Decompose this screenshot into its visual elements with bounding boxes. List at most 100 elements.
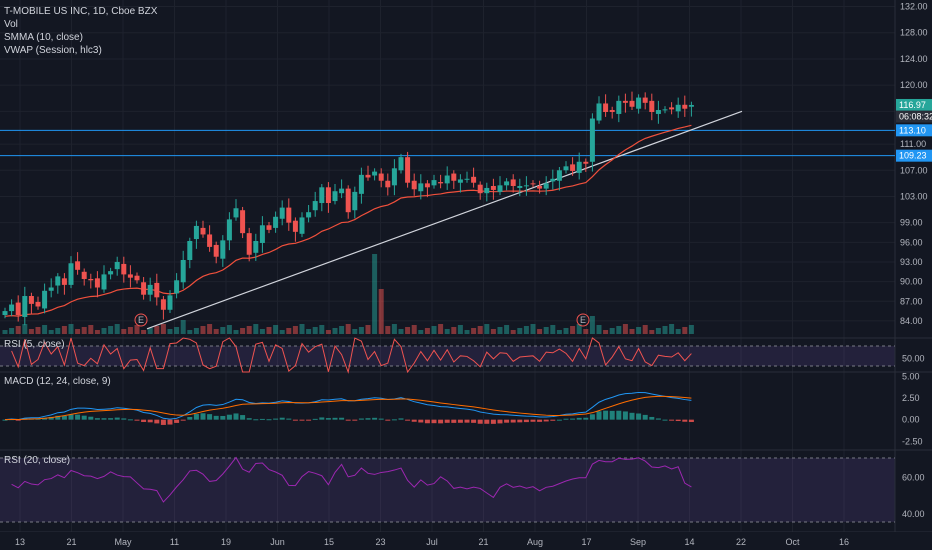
macd-histogram-bar <box>497 419 503 424</box>
macd-histogram-bar <box>616 410 622 420</box>
earnings-event-circle <box>576 313 590 327</box>
candle <box>424 180 430 198</box>
candle <box>464 171 470 183</box>
earnings-event-label: E <box>580 315 586 325</box>
volume-bar <box>292 326 298 334</box>
candle-body <box>424 183 430 188</box>
candle <box>385 173 391 196</box>
candle <box>141 277 147 300</box>
time-tick-label: Oct <box>785 537 800 547</box>
candle-body <box>510 179 516 186</box>
volume-bar <box>444 329 450 334</box>
earnings-event-circle <box>134 313 148 327</box>
price-tick-label: 128.00 <box>900 28 928 38</box>
volume-bar <box>61 326 67 334</box>
volume-bar <box>424 328 430 334</box>
candle-body <box>81 271 87 279</box>
macd-histogram-bar <box>418 419 424 423</box>
candle-body <box>240 210 246 234</box>
candle-body <box>457 179 463 183</box>
macd-histogram-bar <box>147 419 153 423</box>
macd-histogram-bar <box>68 414 74 420</box>
candle <box>187 237 193 269</box>
candle <box>207 225 213 252</box>
macd-histogram-bar <box>550 419 556 421</box>
candle <box>504 178 510 191</box>
macd-histogram-bar <box>279 417 285 420</box>
volume-bar <box>629 329 635 334</box>
volume-bar <box>42 325 48 334</box>
volume-bar <box>187 330 193 334</box>
candle <box>240 206 246 239</box>
candle <box>220 235 226 267</box>
macd-histogram-bar <box>451 419 457 423</box>
time-tick-label: Sep <box>630 537 646 547</box>
candle <box>35 296 41 310</box>
candle-body <box>108 271 114 275</box>
macd-histogram-bar <box>226 414 232 420</box>
macd-histogram-bar <box>220 415 226 420</box>
price-tick-label: 107.00 <box>900 165 928 175</box>
candle-body <box>662 109 668 111</box>
candle <box>319 184 325 212</box>
volume-bar <box>603 330 609 334</box>
candle-body <box>88 278 94 281</box>
candle-body <box>682 104 688 109</box>
macd-histogram-bar <box>108 418 114 420</box>
candle-body <box>636 97 642 109</box>
price-tick-label: 111.00 <box>900 139 926 149</box>
candle <box>372 168 378 181</box>
candle <box>154 273 160 306</box>
macd-histogram-bar <box>543 419 549 422</box>
macd-histogram-bar <box>490 419 496 424</box>
candle <box>61 273 67 295</box>
candle-body <box>471 176 477 183</box>
time-tick-label: 19 <box>221 537 231 547</box>
earnings-event-marker: E <box>576 313 590 327</box>
candle-body <box>253 241 259 253</box>
candle-body <box>15 302 21 316</box>
volume-bar <box>81 327 87 334</box>
candle <box>75 252 81 275</box>
candle-body <box>497 185 503 192</box>
candle <box>147 277 153 302</box>
candle <box>616 95 622 123</box>
candle-body <box>609 110 615 112</box>
legend-smma: SMMA (10, close) <box>4 32 83 43</box>
volume-bar <box>352 329 358 334</box>
candles <box>2 91 694 326</box>
volume-bar <box>22 324 28 334</box>
candle <box>94 271 100 298</box>
candle-body <box>504 181 510 186</box>
price-tick-label: 132.00 <box>900 2 928 12</box>
macd-histogram-bar <box>81 415 87 420</box>
candle <box>589 113 595 172</box>
volume-bar <box>2 330 8 334</box>
volume-bar <box>253 324 259 334</box>
volume-bar <box>669 324 675 334</box>
candle-body <box>279 207 285 219</box>
rsi20-tick-label: 40.00 <box>902 509 925 519</box>
candle <box>226 212 232 251</box>
candle-body <box>517 185 523 188</box>
candle <box>523 176 529 196</box>
candle-body <box>167 295 173 310</box>
macd-histogram-bar <box>134 419 140 421</box>
macd-histogram-bar <box>233 413 239 420</box>
rsi5-band <box>0 346 895 366</box>
candle <box>108 267 114 280</box>
macd-histogram-bar <box>358 418 364 420</box>
candle <box>642 92 648 110</box>
volume-bar <box>160 324 166 334</box>
price-tag-bg <box>896 110 932 123</box>
macd-histogram-bar <box>174 419 180 423</box>
macd-histogram-bar <box>213 415 219 420</box>
volume-bar <box>154 326 160 334</box>
macd-histogram-bar <box>325 418 331 420</box>
candle-body <box>246 233 252 255</box>
price-tag-label: 116.97 <box>899 100 926 110</box>
candle-body <box>649 100 655 112</box>
candle-body <box>339 188 345 194</box>
candle <box>431 174 437 189</box>
